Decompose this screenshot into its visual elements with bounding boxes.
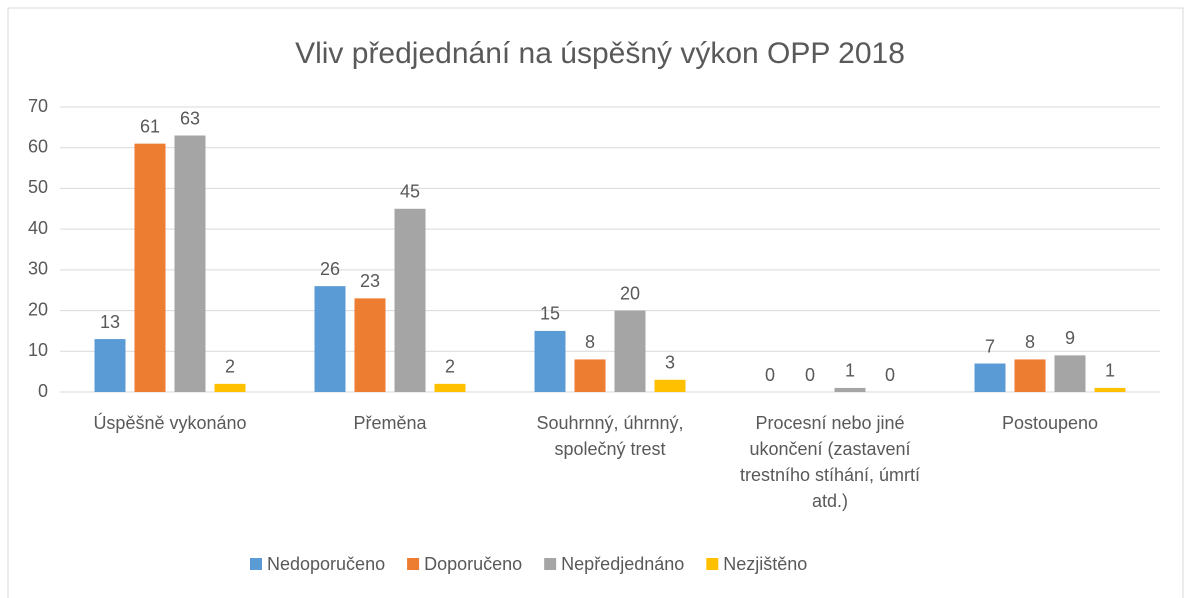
data-label: 0 (885, 365, 895, 385)
data-label: 13 (100, 312, 120, 332)
x-tick-label: Procesní nebo jiné ukončení (zastavení t… (739, 413, 921, 511)
legend-label: Nepředjednáno (561, 554, 684, 574)
data-label: 15 (540, 304, 560, 324)
data-label: 1 (845, 361, 855, 381)
bar (974, 363, 1006, 392)
y-tick-label: 10 (28, 340, 48, 360)
data-label: 61 (140, 116, 160, 136)
bar (1094, 387, 1126, 392)
data-label: 20 (620, 283, 640, 303)
data-label: 2 (445, 357, 455, 377)
bar (134, 143, 166, 392)
bar (1054, 355, 1086, 392)
data-label: 2 (225, 357, 235, 377)
chart-frame (7, 7, 1184, 598)
y-tick-label: 50 (28, 177, 48, 197)
bar (1014, 359, 1046, 392)
data-label: 9 (1065, 328, 1075, 348)
x-tick-label: Úspěšně vykonáno (93, 413, 247, 433)
bar (354, 298, 386, 392)
data-label: 63 (180, 108, 200, 128)
data-label: 0 (765, 365, 775, 385)
data-label: 7 (985, 336, 995, 356)
bar (314, 286, 346, 392)
legend-swatch (706, 558, 719, 570)
y-tick-label: 30 (28, 259, 48, 279)
legend-swatch (407, 558, 420, 570)
data-label: 8 (585, 332, 595, 352)
legend-label: Nedoporučeno (267, 554, 385, 574)
bar (434, 383, 466, 392)
bar (214, 383, 246, 392)
legend-label: Doporučeno (424, 554, 522, 574)
data-label: 0 (805, 365, 815, 385)
y-tick-label: 0 (38, 381, 48, 401)
data-label: 3 (665, 353, 675, 373)
bar (654, 379, 686, 392)
y-tick-label: 20 (28, 299, 48, 319)
bar (534, 330, 566, 392)
legend-swatch (544, 558, 557, 570)
bar (614, 310, 646, 392)
bar (174, 135, 206, 392)
x-tick-label: Souhrnný, úhrnný, společný trest (536, 413, 684, 459)
bar (834, 387, 866, 392)
bar (574, 359, 606, 392)
data-label: 1 (1105, 361, 1115, 381)
bar (94, 339, 126, 392)
x-tick-label: Přeměna (353, 413, 427, 433)
data-label: 26 (320, 259, 340, 279)
legend-label: Nezjištěno (723, 554, 807, 574)
y-tick-label: 40 (28, 218, 48, 238)
x-tick-label: Postoupeno (1001, 413, 1099, 433)
y-tick-label: 70 (28, 96, 48, 116)
data-label: 45 (400, 182, 420, 202)
data-label: 23 (360, 271, 380, 291)
data-label: 8 (1025, 332, 1035, 352)
legend-swatch (250, 558, 262, 570)
y-tick-label: 60 (28, 136, 48, 156)
chart-title: Vliv předjednání na úspěšný výkon OPP 20… (295, 37, 905, 70)
bar (394, 208, 426, 392)
